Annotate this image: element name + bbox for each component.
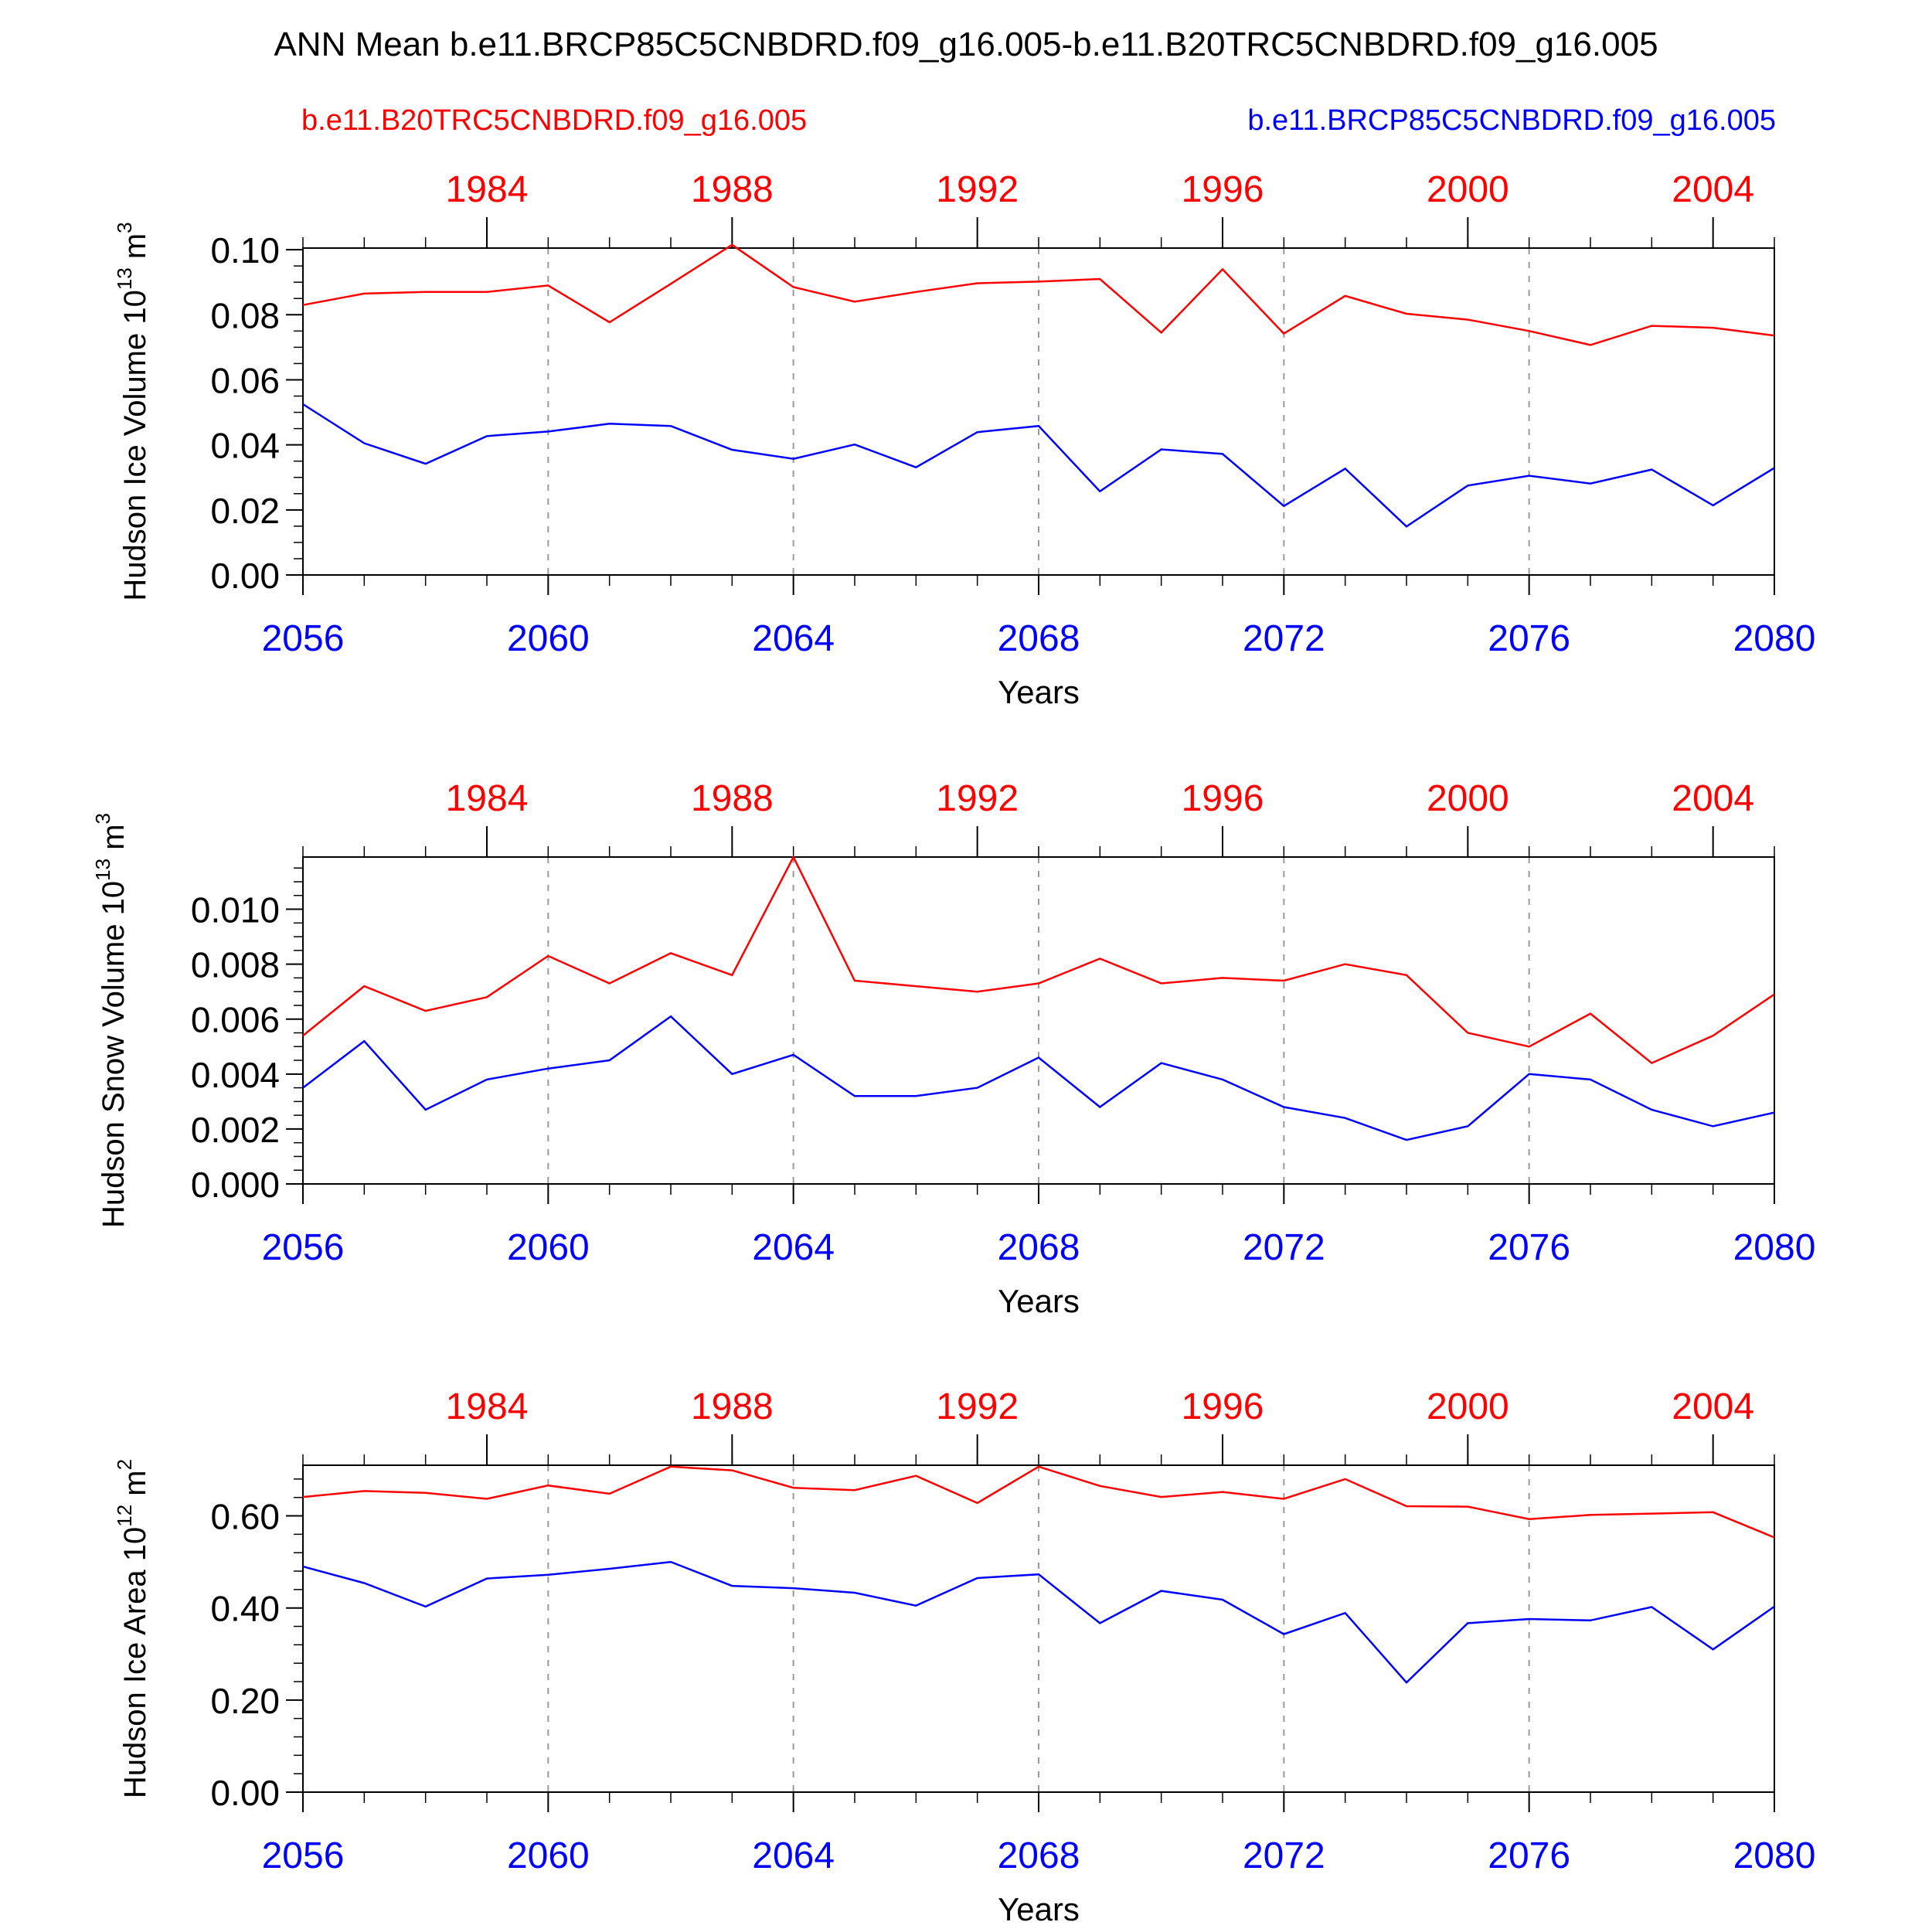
panel-3: 0.00 0.20 0.40 0.60 2056 2060 2064 2068 2072 2076… — [113, 1386, 1815, 1927]
y-tick-label: 0.20 — [210, 1681, 280, 1721]
plot-frame — [302, 1464, 1775, 1793]
x-tick-label: 2064 — [752, 1835, 835, 1876]
y-axis-label: Hudson Snow Volume 1013 m3 — [91, 813, 131, 1228]
y-tick-label: 0.60 — [210, 1497, 280, 1537]
y-axis-label-unit: m — [118, 233, 152, 267]
x-tick-label: 2068 — [998, 1227, 1080, 1268]
x-tick-label: 2072 — [1243, 1227, 1325, 1268]
y-tick-label: 0.000 — [191, 1165, 280, 1205]
y-tick-label: 0.008 — [191, 945, 280, 985]
top-x-tick-label: 2000 — [1427, 778, 1509, 819]
top-x-tick-label: 1992 — [936, 169, 1019, 210]
x-tick-label: 2068 — [998, 618, 1080, 659]
y-axis-label-exp: 12 — [113, 1505, 136, 1527]
panel-2: 0.000 0.002 0.004 0.006 0.008 0.010 2056 2060 20… — [91, 778, 1815, 1319]
x-axis-label: Years — [998, 674, 1080, 710]
y-tick-label: 0.002 — [191, 1110, 280, 1150]
top-x-tick-label: 2004 — [1672, 778, 1754, 819]
x-tick-label: 2076 — [1488, 1835, 1570, 1876]
y-axis-label-unit: m — [97, 824, 131, 858]
y-axis-label-unit-exp: 3 — [113, 222, 136, 233]
y-tick-label: 0.06 — [210, 360, 280, 400]
y-tick-label: 0.08 — [210, 295, 280, 335]
y-axis-label-unit: m — [118, 1470, 152, 1504]
top-x-tick-label: 1988 — [691, 1386, 774, 1427]
panels: 0.00 0.02 0.04 0.06 0.08 0.10 2056 2060 2064 2068… — [91, 169, 1815, 1927]
y-axis-label-main: Hudson Ice Volume 10 — [118, 290, 152, 600]
top-x-tick-label: 2004 — [1672, 169, 1754, 210]
y-axis-label-unit-exp: 2 — [113, 1459, 136, 1470]
top-x-tick-label: 2004 — [1672, 1386, 1754, 1427]
x-axis-label: Years — [998, 1891, 1080, 1927]
y-axis-label-exp: 13 — [113, 267, 136, 290]
y-tick-label: 0.004 — [191, 1055, 280, 1095]
x-tick-label: 2056 — [262, 1227, 345, 1268]
panel-1: 0.00 0.02 0.04 0.06 0.08 0.10 2056 2060 2064 2068… — [113, 169, 1815, 710]
x-tick-label: 2080 — [1733, 1227, 1816, 1268]
x-tick-label: 2076 — [1488, 1227, 1570, 1268]
top-x-tick-label: 1984 — [446, 778, 529, 819]
x-axis-label: Years — [998, 1283, 1080, 1319]
y-tick-label: 0.04 — [210, 426, 280, 466]
x-tick-label: 2072 — [1243, 1835, 1325, 1876]
figure-title: ANN Mean b.e11.BRCP85C5CNBDRD.f09_g16.00… — [274, 26, 1658, 63]
top-x-tick-label: 1996 — [1182, 778, 1264, 819]
top-x-tick-label: 2000 — [1427, 169, 1509, 210]
series-line-historical — [302, 855, 1775, 1065]
x-tick-label: 2064 — [752, 1227, 835, 1268]
top-x-tick-label: 2000 — [1427, 1386, 1509, 1427]
y-tick-label: 0.006 — [191, 1000, 280, 1040]
x-tick-label: 2068 — [998, 1835, 1080, 1876]
y-tick-label: 0.40 — [210, 1589, 280, 1629]
y-axis-label-main: Hudson Ice Area 10 — [118, 1527, 152, 1798]
plot-frame — [302, 247, 1775, 576]
y-tick-label: 0.00 — [210, 556, 280, 596]
y-axis-label: Hudson Ice Area 1012 m2 — [113, 1459, 152, 1798]
x-tick-label: 2056 — [262, 1835, 345, 1876]
series-line-historical — [302, 1465, 1775, 1539]
x-tick-label: 2056 — [262, 618, 345, 659]
series-line-historical — [302, 243, 1775, 346]
legend-label-right: b.e11.BRCP85C5CNBDRD.f09_g16.005 — [1247, 104, 1776, 137]
y-tick-label: 0.10 — [210, 230, 280, 270]
top-x-tick-label: 1984 — [446, 169, 529, 210]
x-tick-label: 2064 — [752, 618, 835, 659]
y-axis-label-main: Hudson Snow Volume 10 — [97, 881, 131, 1228]
x-tick-label: 2080 — [1733, 1835, 1816, 1876]
y-axis-label: Hudson Ice Volume 1013 m3 — [113, 222, 152, 600]
top-x-tick-label: 1988 — [691, 169, 774, 210]
plot-frame — [302, 856, 1775, 1185]
top-x-tick-label: 1996 — [1182, 169, 1264, 210]
top-x-tick-label: 1988 — [691, 778, 774, 819]
y-axis-label-exp: 13 — [91, 859, 114, 881]
x-tick-label: 2060 — [507, 1227, 590, 1268]
x-tick-label: 2060 — [507, 1835, 590, 1876]
y-axis-label-unit-exp: 3 — [91, 813, 114, 824]
top-x-tick-label: 1992 — [936, 778, 1019, 819]
top-x-tick-label: 1996 — [1182, 1386, 1264, 1427]
top-x-tick-label: 1984 — [446, 1386, 529, 1427]
y-tick-label: 0.02 — [210, 491, 280, 531]
y-tick-label: 0.010 — [191, 890, 280, 930]
y-tick-label: 0.00 — [210, 1773, 280, 1813]
series-line-rcp85 — [302, 1015, 1775, 1141]
series-line-rcp85 — [302, 403, 1775, 528]
x-tick-label: 2080 — [1733, 618, 1816, 659]
x-tick-label: 2072 — [1243, 618, 1325, 659]
series-line-rcp85 — [302, 1560, 1775, 1685]
legend-label-left: b.e11.B20TRC5CNBDRD.f09_g16.005 — [301, 104, 807, 137]
x-tick-label: 2060 — [507, 618, 590, 659]
x-tick-label: 2076 — [1488, 618, 1570, 659]
top-x-tick-label: 1992 — [936, 1386, 1019, 1427]
